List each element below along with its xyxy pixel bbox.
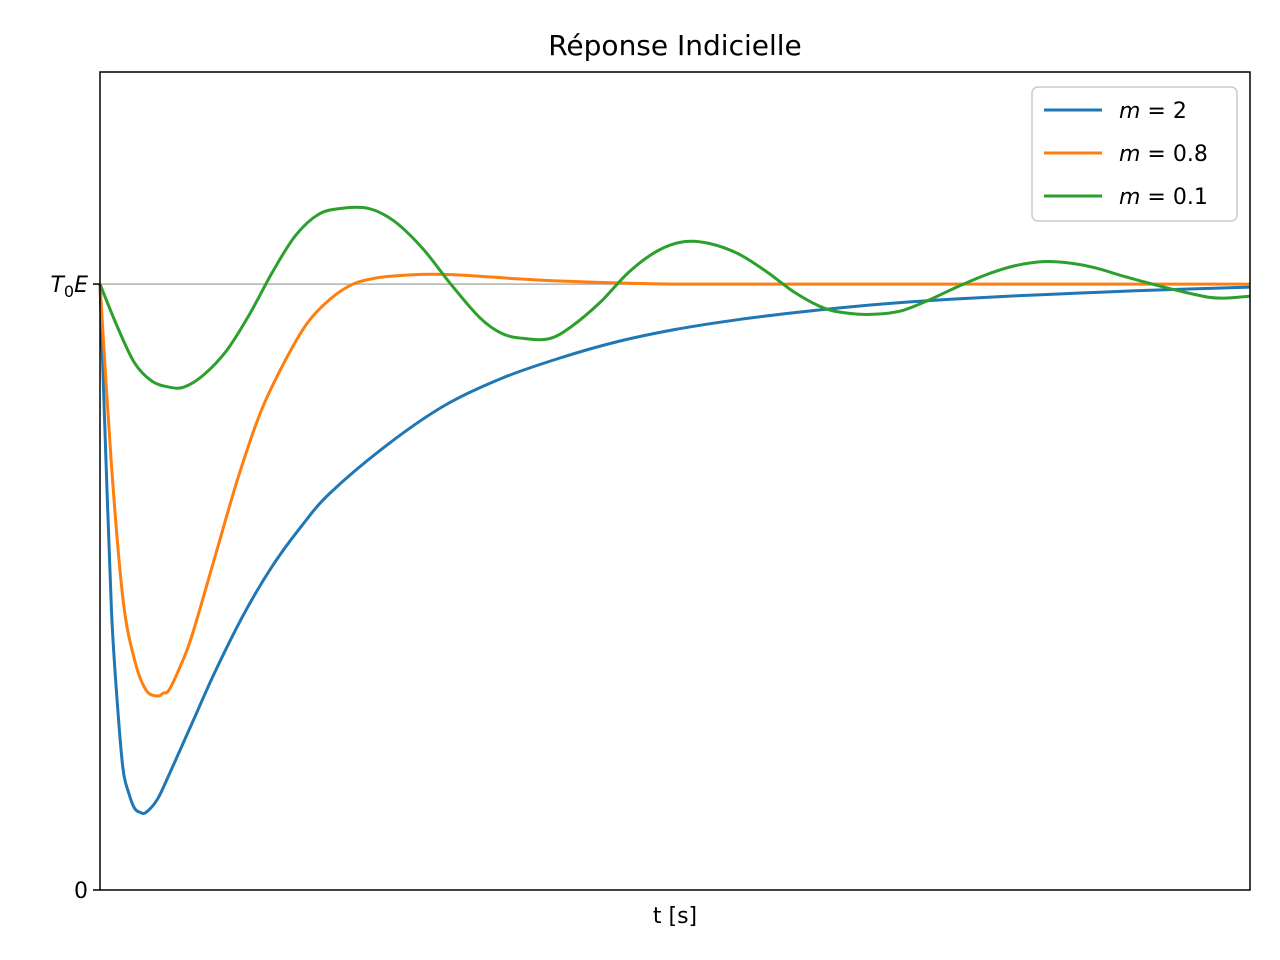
series-layer	[98, 205, 1251, 816]
legend-box	[1031, 86, 1238, 222]
series-line-2	[98, 272, 1250, 698]
x-axis-label: t [s]	[653, 904, 697, 929]
y-tick-label-1: 0	[74, 879, 88, 904]
series-line-3	[98, 205, 1251, 390]
legend-label: m = 0.8	[1119, 142, 1208, 167]
legend-label: m = 0.1	[1119, 185, 1208, 210]
legend-items: m = 2 m = 0.8 m = 0.1	[1044, 99, 1208, 210]
legend-item-1: m = 2	[1044, 99, 1187, 124]
chart-title: Réponse Indicielle	[548, 29, 802, 62]
legend-item-2: m = 0.8	[1044, 142, 1208, 167]
legend: m = 2 m = 0.8 m = 0.1	[1031, 86, 1238, 222]
plot-area-frame	[99, 71, 1251, 891]
legend-item-3: m = 0.1	[1044, 185, 1208, 210]
y-tick-label-2: T0E	[50, 273, 88, 301]
y-axis-ticks: 0 T0E	[50, 273, 100, 904]
legend-label: m = 2	[1119, 99, 1187, 124]
